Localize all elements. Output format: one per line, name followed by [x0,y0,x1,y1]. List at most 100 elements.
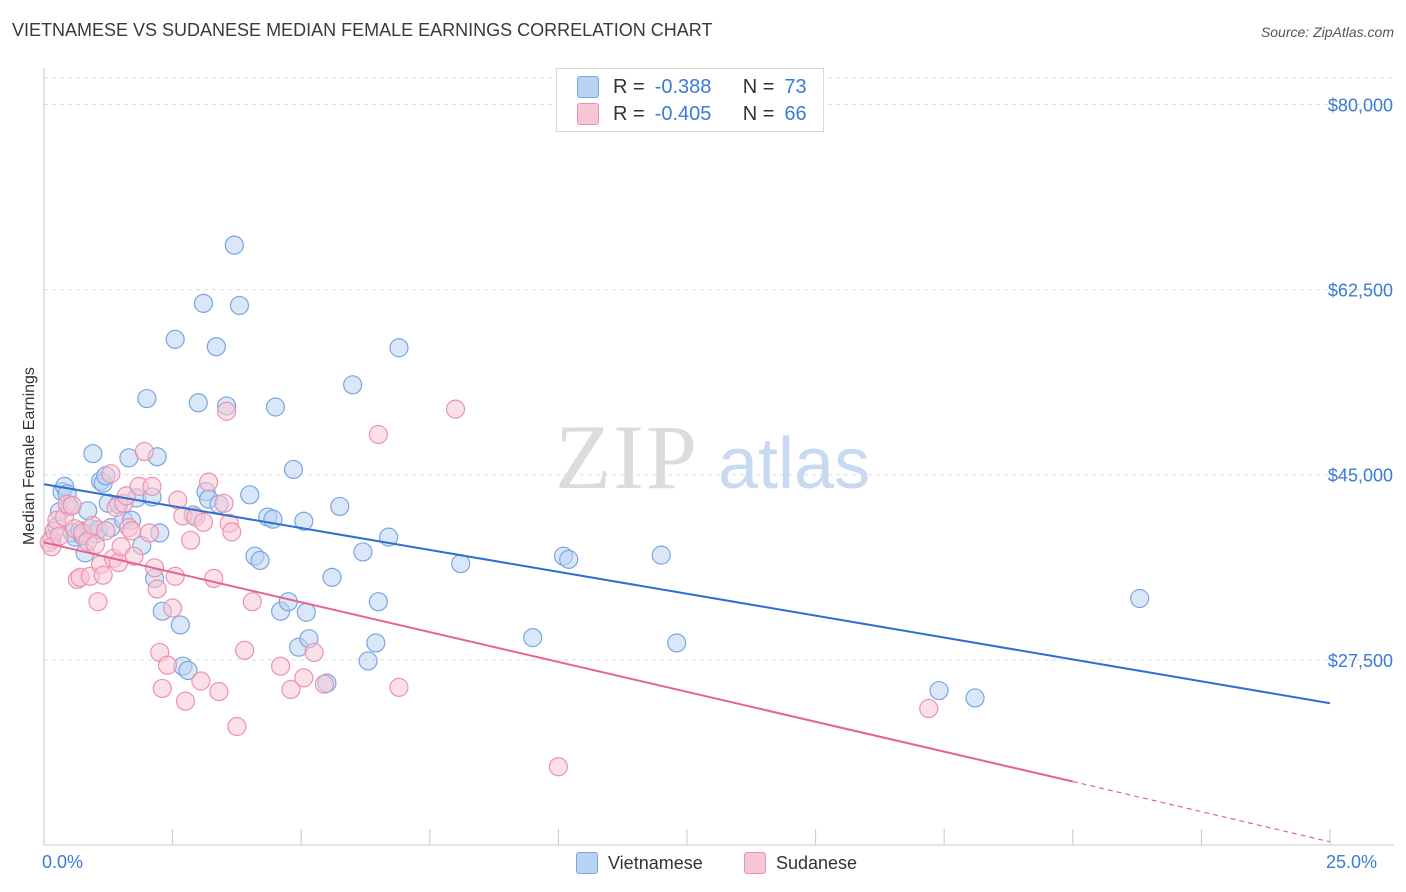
data-point [343,375,363,395]
data-point [178,660,198,681]
data-point [667,633,687,653]
data-point [222,522,242,542]
data-point [193,293,214,313]
data-point [314,674,334,694]
data-point [250,550,270,571]
data-point [283,459,304,480]
data-point [139,523,160,543]
data-point [193,512,214,532]
sudanese-swatch [744,852,766,874]
r-value: -0.388 [654,75,712,98]
data-point [322,567,342,587]
data-point [296,602,316,622]
data-point [142,476,162,496]
trend-lines [43,483,1331,843]
data-point [188,393,208,413]
n-value: 66 [784,102,807,125]
trend-line-vietnamese [43,483,1331,705]
data-point [165,566,185,586]
x-tick-min: 0.0% [42,852,84,872]
x-tick-max: 25.0% [1326,852,1378,872]
legend-item-vietnamese[interactable]: Vietnamese [576,852,703,874]
chart-title: VIETNAMESE VS SUDANESE MEDIAN FEMALE EAR… [12,20,713,40]
data-point [96,521,116,541]
trend-line-sudanese [43,541,1074,783]
data-point [294,668,314,688]
data-point [304,642,324,663]
watermark-zip: ZIP [555,406,699,508]
y-tick-label: $45,000 [1328,466,1393,486]
data-point [358,651,378,671]
y-tick-labels: $27,500 $45,000 $62,500 $80,000 [1328,95,1393,670]
data-point [389,677,409,697]
data-point [227,716,247,737]
n-value: 73 [784,75,807,98]
data-point [181,530,201,550]
y-tick-label: $62,500 [1328,281,1393,301]
legend-label-vietnamese: Vietnamese [608,852,703,873]
data-point [240,485,260,505]
data-point [191,671,211,691]
trend-line-sudanese-extension [1072,780,1331,843]
data-point [919,698,939,719]
n-label: N = [742,75,775,98]
data-point [170,615,190,635]
data-point [134,441,154,462]
grid-lines [44,77,1394,661]
source-label: Source: ZipAtlas.com [1260,24,1394,40]
axes [43,68,1394,846]
data-point [163,598,183,618]
y-axis-label: Median Female Earnings [21,367,38,545]
data-point [124,546,144,566]
legend-row-vietnamese: R = -0.388 N = 73 [577,74,807,100]
data-point [93,565,113,585]
y-tick-label: $80,000 [1328,95,1393,115]
r-label: R = [613,102,645,125]
data-point [101,464,121,484]
data-point [445,399,466,419]
data-point [548,757,569,777]
data-point [651,545,671,565]
vietnamese-swatch [577,76,599,98]
data-point [389,338,409,358]
data-point [330,496,350,517]
data-point [157,655,178,675]
data-point [265,397,286,417]
watermark: ZIP atlas [555,406,870,508]
data-point [965,688,985,708]
data-point [111,537,131,557]
data-point [88,592,108,612]
data-point [199,472,219,492]
data-point [294,511,314,531]
data-point [147,579,167,599]
data-point [559,549,579,569]
legend-row-sudanese: R = -0.405 N = 66 [577,101,807,127]
r-label: R = [613,75,645,98]
watermark-atlas: atlas [718,424,870,504]
n-label: N = [742,102,775,125]
data-point [83,443,103,464]
y-tick-label: $27,500 [1328,651,1393,671]
data-point [62,495,82,516]
data-point [368,424,388,445]
legend-item-sudanese[interactable]: Sudanese [744,852,857,874]
data-point [451,553,471,574]
correlation-legend: R = -0.388 N = 73 R = -0.405 N = 66 [556,68,824,132]
data-point [271,656,291,676]
legend-label-sudanese: Sudanese [776,852,858,873]
data-point [1130,588,1150,609]
vietnamese-swatch [576,852,598,874]
data-point [281,679,301,700]
data-point [214,493,234,513]
data-point [368,592,388,612]
data-point [353,542,373,562]
data-point [263,509,283,529]
data-point [217,401,237,421]
data-point [175,691,196,711]
data-point [235,640,255,660]
sudanese-swatch [577,103,599,125]
data-point [121,521,142,541]
series-legend: Vietnamese Sudanese [0,852,1406,878]
data-point [523,628,543,648]
